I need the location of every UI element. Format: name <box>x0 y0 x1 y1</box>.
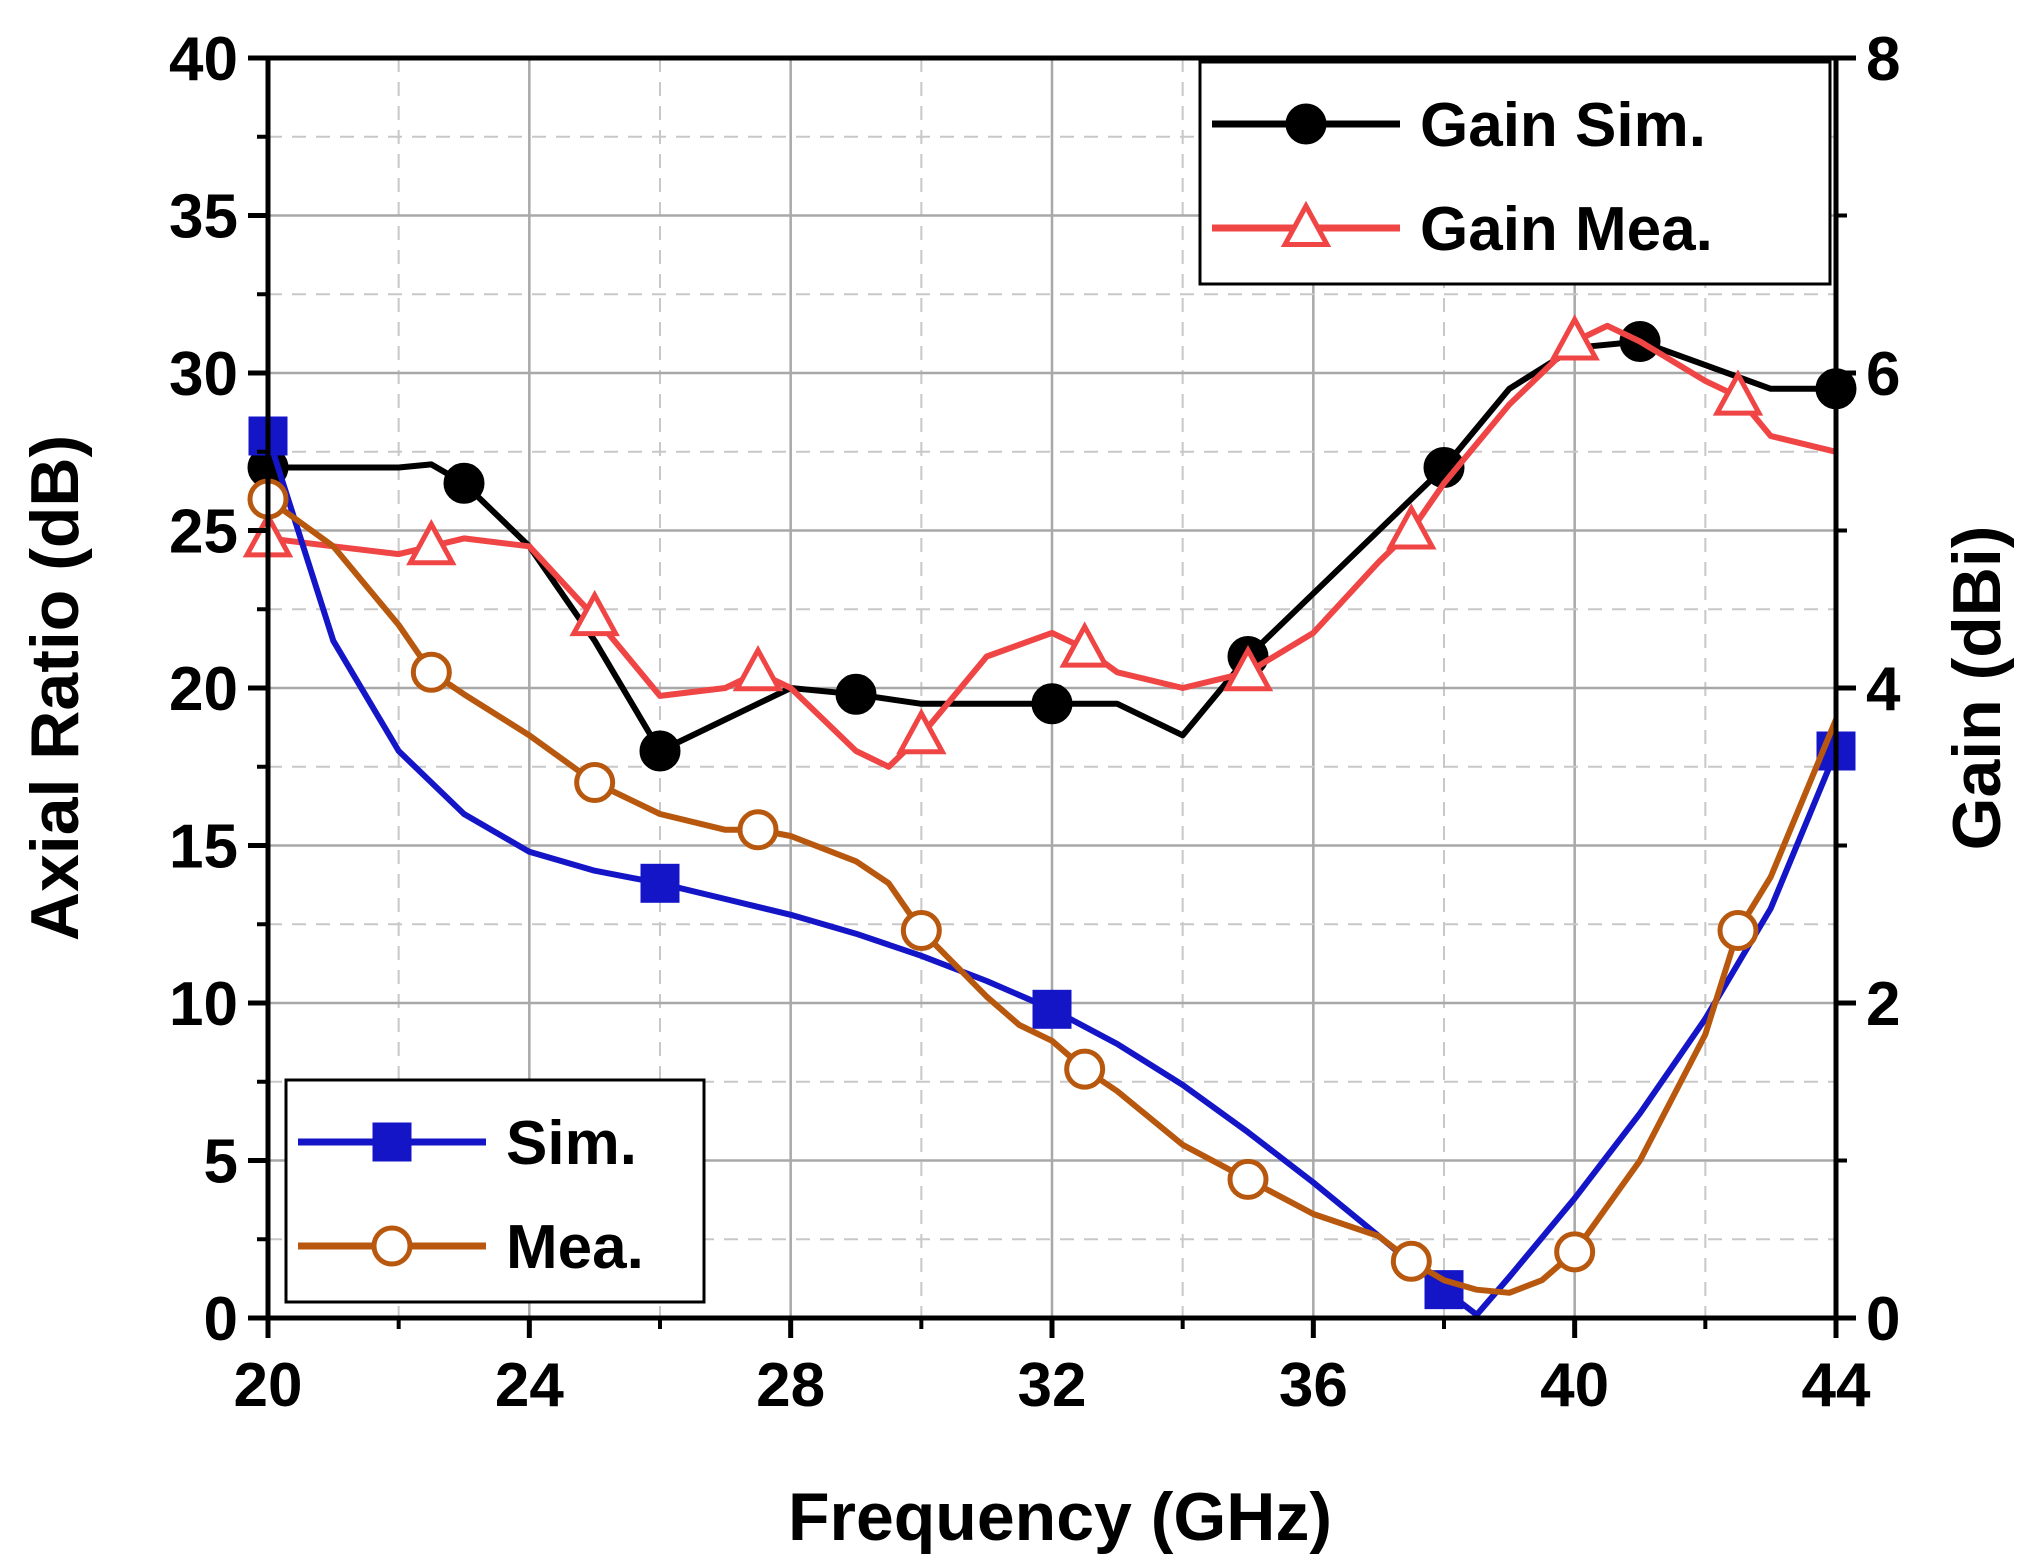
series-mea <box>247 478 1836 1296</box>
data-point <box>1424 1270 1464 1310</box>
legend-axial-ratio: Sim. Mea. <box>284 1078 706 1304</box>
legend-label: Mea. <box>506 1213 644 1282</box>
data-point <box>410 651 452 693</box>
y-left-tick-label: 15 <box>169 813 238 882</box>
data-point <box>732 645 784 692</box>
data-point <box>569 589 620 637</box>
data-point <box>639 730 681 772</box>
y-left-tick-label: 10 <box>169 970 238 1039</box>
x-tick-label: 28 <box>756 1351 825 1420</box>
legend-marker <box>371 1225 413 1267</box>
y-right-tick-label: 6 <box>1866 340 1900 409</box>
x-tick-label: 40 <box>1540 1351 1609 1420</box>
series-line <box>268 435 1836 1318</box>
data-point <box>1712 369 1764 416</box>
x-tick-label: 20 <box>234 1351 303 1420</box>
series-line <box>268 496 1836 1296</box>
data-point <box>1031 683 1073 725</box>
data-point <box>1227 1158 1269 1200</box>
y-right-axis-title: Gain (dBi) <box>1939 526 2015 851</box>
series-layer <box>242 314 1857 1318</box>
x-axis-title: Frequency (GHz) <box>788 1479 1332 1555</box>
y-left-tick-label: 25 <box>169 498 238 567</box>
data-point <box>574 762 616 803</box>
y-left-tick-label: 35 <box>169 183 238 252</box>
y-left-tick-label: 5 <box>204 1128 238 1197</box>
data-point <box>1222 645 1274 692</box>
legend-label: Sim. <box>506 1109 637 1178</box>
data-point <box>737 809 779 851</box>
x-tick-label: 44 <box>1802 1351 1871 1420</box>
y-left-axis-title: Axial Ratio (dB) <box>17 435 93 941</box>
data-point <box>1386 503 1437 550</box>
y-left-tick-label: 30 <box>169 340 238 409</box>
legend-label: Gain Mea. <box>1420 195 1713 264</box>
y-right-tick-label: 2 <box>1866 970 1900 1039</box>
data-point <box>640 863 680 903</box>
x-tick-label: 32 <box>1018 1351 1087 1420</box>
legend-box <box>284 1078 706 1304</box>
data-point <box>406 519 457 566</box>
data-point <box>1549 314 1600 361</box>
legend-label: Gain Sim. <box>1420 91 1706 160</box>
y-right-tick-label: 8 <box>1866 25 1900 94</box>
data-point <box>1059 621 1110 668</box>
data-point <box>900 910 942 952</box>
data-point <box>1717 910 1759 952</box>
legend-marker <box>372 1122 412 1162</box>
legend-gain: Gain Sim. Gain Mea. <box>1198 60 1832 286</box>
legend-marker <box>1285 103 1327 145</box>
data-point <box>443 462 485 504</box>
y-left-tick-label: 0 <box>204 1285 238 1354</box>
series-line <box>268 322 1836 770</box>
legend-marker <box>1280 200 1332 247</box>
data-point <box>835 673 877 715</box>
y-left-tick-label: 40 <box>169 25 238 94</box>
y-left-tick-label: 20 <box>169 655 238 724</box>
data-point <box>1554 1231 1596 1273</box>
x-tick-label: 36 <box>1279 1351 1348 1420</box>
y-right-tick-label: 4 <box>1866 655 1901 724</box>
data-point <box>1390 1240 1432 1282</box>
x-tick-label: 24 <box>495 1351 564 1420</box>
y-right-tick-label: 0 <box>1866 1285 1900 1354</box>
data-point <box>1064 1048 1106 1090</box>
data-point <box>1032 989 1072 1029</box>
data-point <box>896 708 947 755</box>
